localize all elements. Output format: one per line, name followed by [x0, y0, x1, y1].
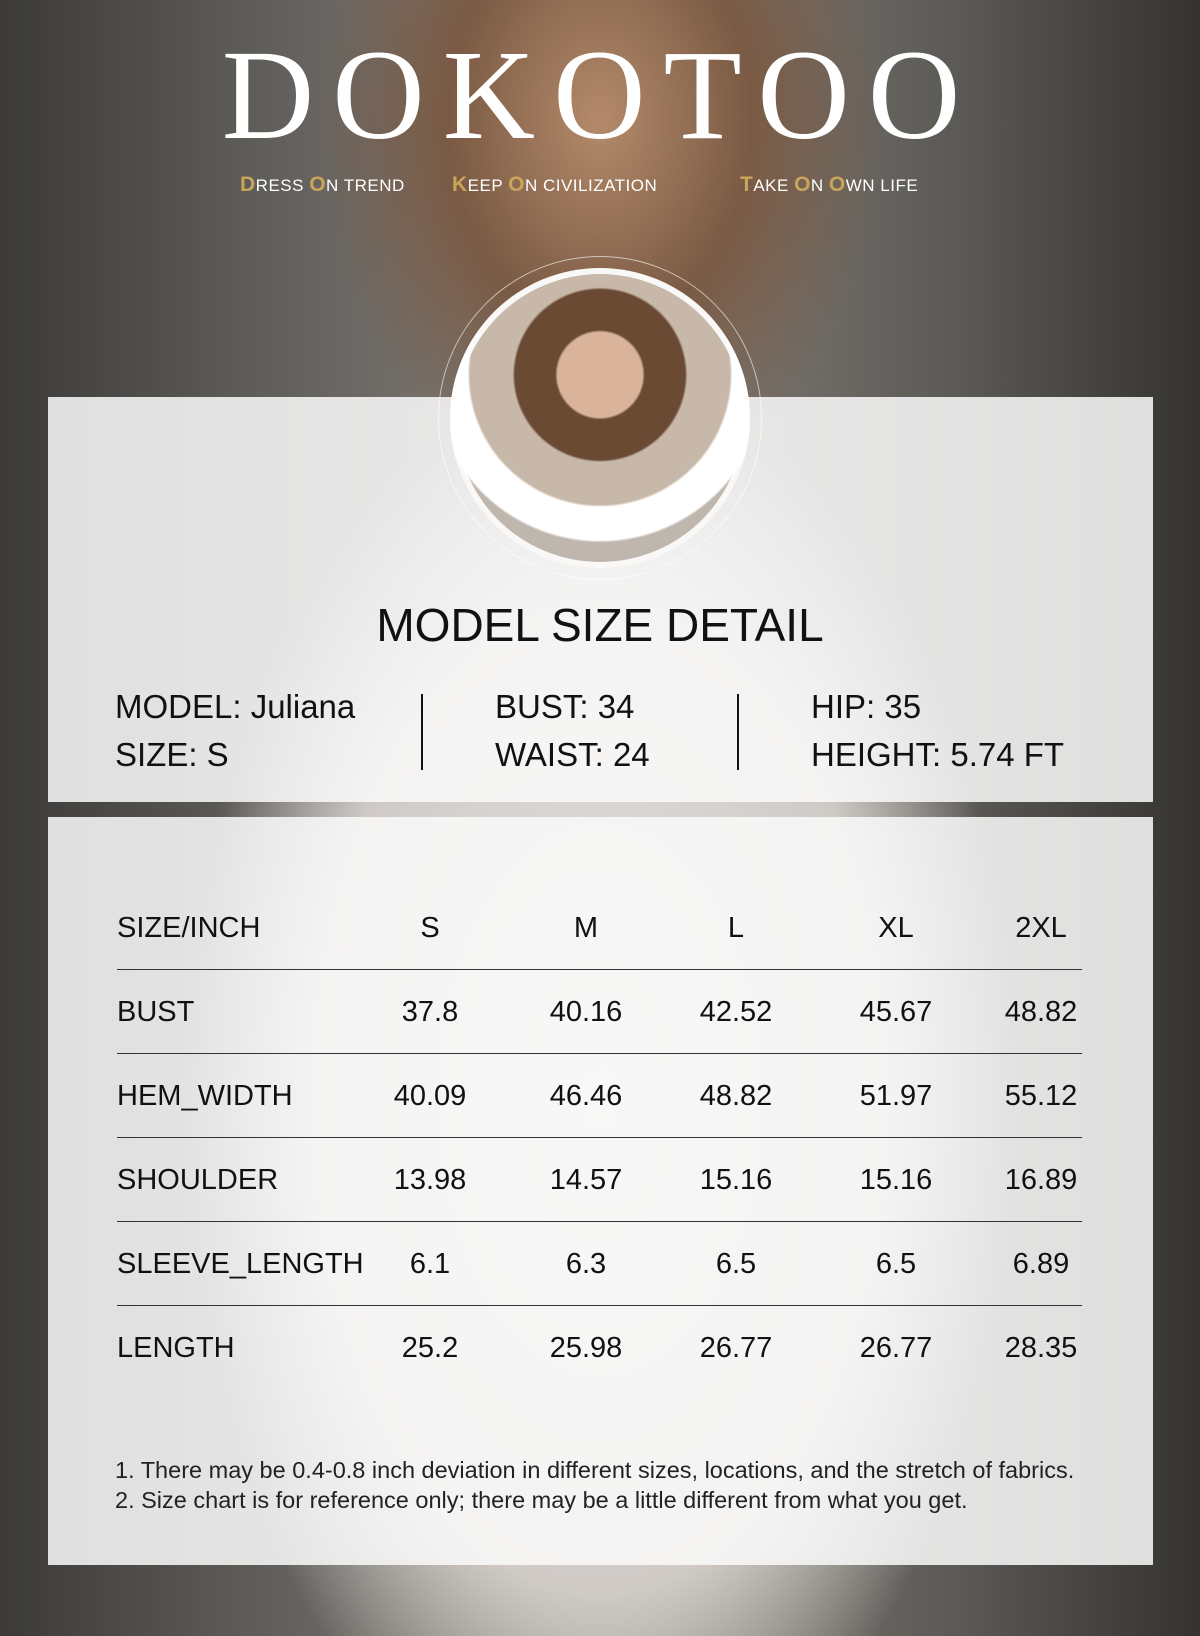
row-divider: [117, 1137, 1082, 1138]
table-cell: 26.77: [859, 1332, 933, 1364]
table-cell: 37.8: [401, 996, 459, 1028]
table-row: HEM_WIDTH 40.09 46.46 48.82 51.97 55.12: [117, 1054, 1082, 1138]
table-row: SLEEVE_LENGTH 6.1 6.3 6.5 6.5 6.89: [117, 1222, 1082, 1306]
model-size: SIZE: S: [115, 736, 229, 773]
table-cell: 48.82: [699, 1080, 773, 1112]
table-cell: 46.46: [549, 1080, 623, 1112]
table-cell: 28.35: [1004, 1332, 1078, 1364]
model-hip: HIP: 35: [811, 688, 922, 725]
size-chart-panel: [48, 817, 1153, 1565]
model-size-title: MODEL SIZE DETAIL: [376, 599, 824, 651]
table-cell: 51.97: [859, 1080, 933, 1112]
brand-logo: DOKOTOO: [221, 24, 979, 166]
table-cell: 40.16: [549, 996, 623, 1028]
table-cell: 6.5: [875, 1248, 917, 1280]
row-label: SIZE/INCH: [117, 912, 261, 944]
table-cell: 6.89: [1012, 1248, 1070, 1280]
table-cell: 40.09: [393, 1080, 467, 1112]
table-cell: 15.16: [699, 1164, 773, 1196]
table-cell: XL: [878, 912, 914, 944]
table-cell: 16.89: [1004, 1164, 1078, 1196]
table-row: BUST 37.8 40.16 42.52 45.67 48.82: [117, 970, 1082, 1054]
row-divider: [117, 1221, 1082, 1222]
tagline-3: TAKE ON OWN LIFE: [740, 173, 919, 196]
row-label: LENGTH: [117, 1332, 235, 1364]
table-cell: S: [420, 912, 440, 944]
row-divider: [117, 969, 1082, 970]
table-cell: 48.82: [1004, 996, 1078, 1028]
table-row: SHOULDER 13.98 14.57 15.16 15.16 16.89: [117, 1138, 1082, 1222]
divider: [737, 694, 739, 770]
table-cell: 6.3: [565, 1248, 607, 1280]
table-cell: L: [727, 912, 745, 944]
row-label: HEM_WIDTH: [117, 1080, 293, 1112]
table-row: LENGTH 25.2 25.98 26.77 26.77 28.35: [117, 1306, 1082, 1390]
photo-ring: [438, 256, 762, 580]
table-cell: 42.52: [699, 996, 773, 1028]
model-name: MODEL: Juliana: [115, 688, 356, 725]
table-cell: 13.98: [393, 1164, 467, 1196]
model-bust: BUST: 34: [495, 688, 635, 725]
row-label: BUST: [117, 996, 195, 1028]
table-cell: 26.77: [699, 1332, 773, 1364]
table-cell: M: [573, 912, 599, 944]
table-cell: 25.98: [549, 1332, 623, 1364]
row-label: SLEEVE_LENGTH: [117, 1248, 364, 1280]
table-cell: 2XL: [1015, 912, 1067, 944]
table-cell: 55.12: [1004, 1080, 1078, 1112]
divider: [421, 694, 423, 770]
model-photo: [450, 268, 750, 568]
table-cell: 15.16: [859, 1164, 933, 1196]
note-1: 1. There may be 0.4-0.8 inch deviation i…: [115, 1457, 1075, 1483]
row-divider: [117, 1053, 1082, 1054]
tagline-1: DRESS ON TREND: [240, 173, 405, 196]
table-header: SIZE/INCH S M L XL 2XL: [117, 886, 1082, 970]
table-cell: 45.67: [859, 996, 933, 1028]
table-cell: 14.57: [549, 1164, 623, 1196]
note-2: 2. Size chart is for reference only; the…: [115, 1487, 968, 1513]
row-label: SHOULDER: [117, 1164, 279, 1196]
tagline-2: KEEP ON CIVILIZATION: [452, 173, 658, 196]
row-divider: [117, 1305, 1082, 1306]
table-cell: 6.1: [409, 1248, 451, 1280]
table-cell: 6.5: [715, 1248, 757, 1280]
model-waist: WAIST: 24: [495, 736, 650, 773]
table-cell: 25.2: [401, 1332, 459, 1364]
model-height: HEIGHT: 5.74 FT: [811, 736, 1065, 773]
